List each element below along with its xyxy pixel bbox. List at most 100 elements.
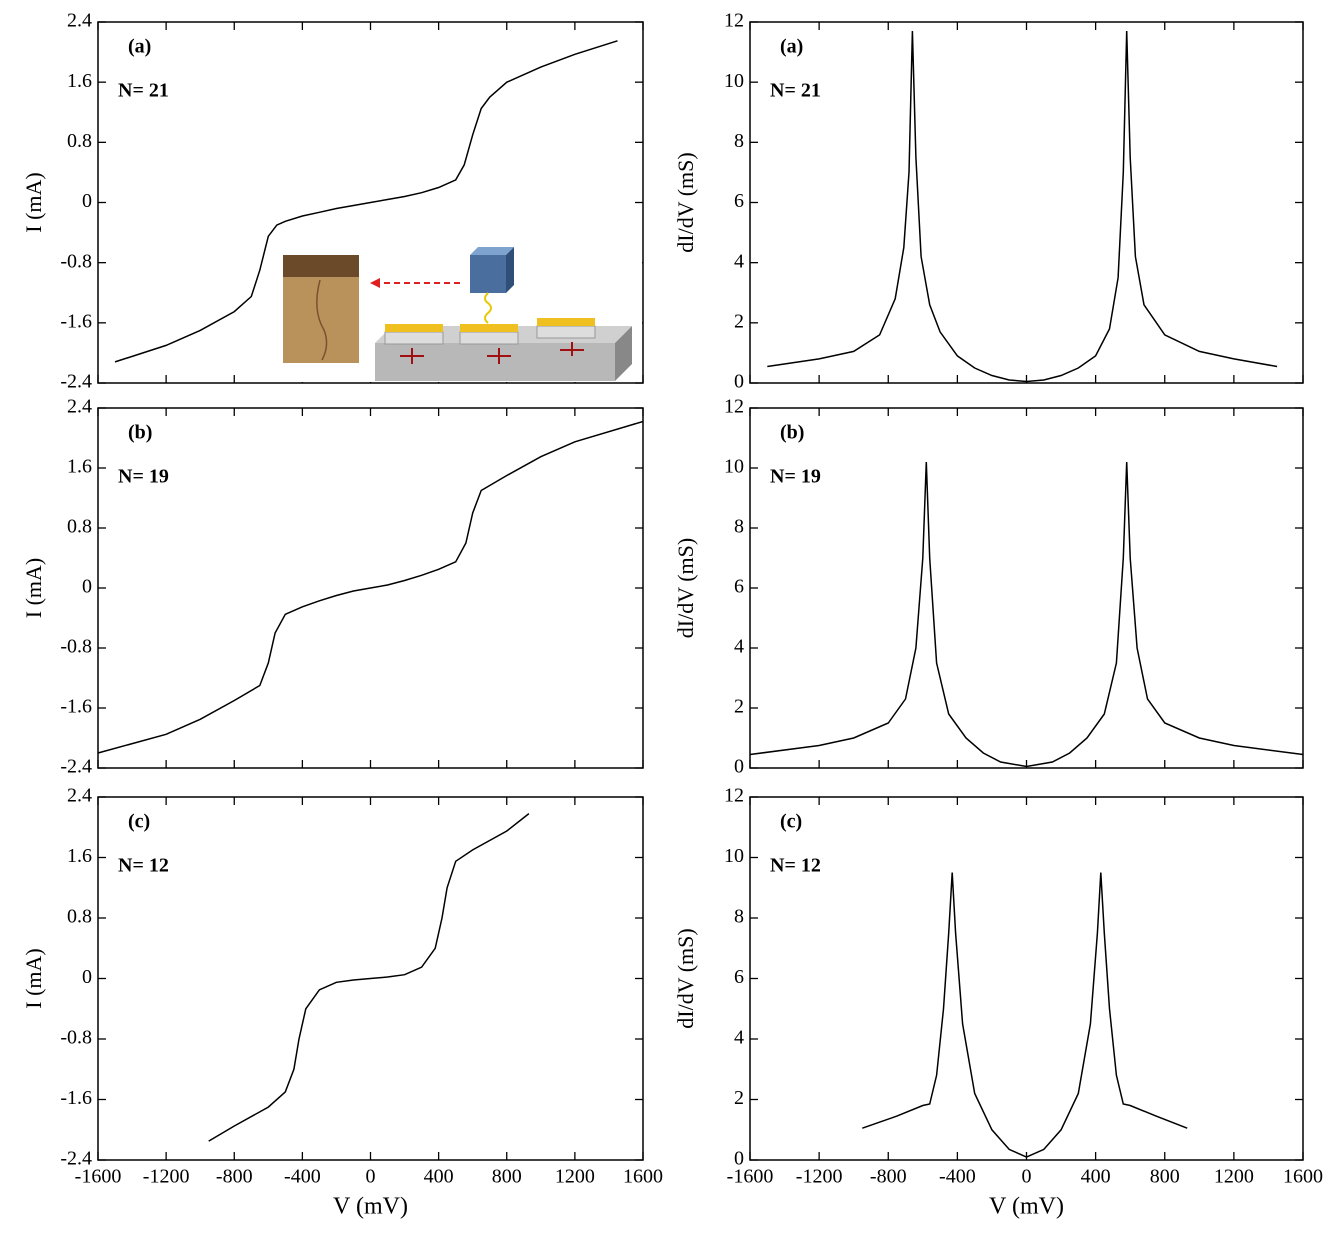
data-line (767, 30, 1278, 383)
x-tick-label: 800 (492, 1166, 522, 1188)
y-tick-label: -2.4 (60, 1148, 92, 1170)
y-tick-label: 0 (82, 190, 92, 212)
inset-electrode (385, 324, 443, 332)
x-tick-label: -400 (939, 1166, 976, 1188)
inset-probe (470, 255, 506, 293)
inset-wire (484, 292, 492, 324)
plot-frame (97, 407, 644, 769)
y-tick-label: 10 (724, 845, 744, 867)
y-tick-label: 0.8 (67, 130, 92, 152)
x-tick-label: -1200 (143, 1166, 190, 1188)
y-tick-label: -0.8 (60, 250, 92, 272)
y-tick-label: 12 (724, 396, 744, 418)
inset-probe-side (506, 247, 514, 293)
y-tick-label: 0 (734, 1148, 744, 1170)
y-tick-label: 1.6 (67, 70, 92, 92)
y-tick-label: 0 (734, 371, 744, 393)
inset-photo-wire (316, 279, 328, 361)
y-tick-label: -2.4 (60, 756, 92, 778)
y-tick-label: 0.8 (67, 516, 92, 538)
x-axis-label: V (mV) (989, 1194, 1064, 1220)
y-tick-label: -1.6 (60, 310, 92, 332)
y-tick-label: 1.6 (67, 845, 92, 867)
n-label: N= 12 (770, 855, 821, 877)
panel-label: (a) (128, 36, 151, 58)
inset-electrode (460, 324, 518, 332)
y-tick-label: 2 (734, 310, 744, 332)
inset-mesa (459, 331, 519, 345)
y-tick-label: 8 (734, 130, 744, 152)
n-label: N= 12 (118, 855, 169, 877)
data-line (114, 40, 618, 363)
inset-current-arrows (400, 342, 584, 364)
y-tick-label: 6 (734, 190, 744, 212)
y-axis-label: I (mA) (21, 948, 46, 1008)
inset-photo-tip (283, 255, 359, 277)
x-tick-label: -1200 (796, 1166, 843, 1188)
data-line (208, 813, 530, 1142)
plot-frame (97, 21, 644, 384)
inset-electrode (537, 318, 595, 326)
x-tick-label: 400 (424, 1166, 454, 1188)
inset-mesa (536, 325, 596, 339)
panels: -2.4 -1.6 -0.8 0 0.8 1.6 2.4 I (mA) (a) N= 21 0 2 4 6… (21, 10, 1323, 1220)
n-label: N= 19 (770, 466, 821, 488)
y-tick-label: 1.6 (67, 456, 92, 478)
y-tick-label: 0 (82, 576, 92, 598)
y-tick-label: 4 (734, 636, 744, 658)
y-tick-label: 8 (734, 516, 744, 538)
n-label: N= 21 (770, 80, 821, 102)
x-tick-label: 1600 (1283, 1166, 1323, 1188)
y-axis-label: I (mA) (21, 172, 46, 232)
x-tick-label: -1600 (727, 1166, 774, 1188)
plot-frame (749, 21, 1304, 384)
y-tick-label: 4 (734, 250, 744, 272)
inset-arrowhead (370, 278, 380, 288)
y-tick-label: 2 (734, 1087, 744, 1109)
x-tick-label: 400 (1081, 1166, 1111, 1188)
y-tick-label: -2.4 (60, 371, 92, 393)
plot-frame (97, 796, 644, 1161)
y-tick-label: -0.8 (60, 636, 92, 658)
x-tick-label: -400 (284, 1166, 321, 1188)
x-tick-label: 1600 (623, 1166, 663, 1188)
inset (280, 232, 642, 382)
y-tick-label: -1.6 (60, 696, 92, 718)
plot-frame (749, 796, 1304, 1161)
y-tick-label: 4 (734, 1027, 744, 1049)
n-label: N= 19 (118, 466, 169, 488)
x-tick-label: -1600 (75, 1166, 122, 1188)
plot-frame (749, 407, 1304, 769)
x-tick-label: 0 (366, 1166, 376, 1188)
x-tick-label: -800 (870, 1166, 907, 1188)
data-line (97, 420, 644, 754)
x-tick-label: 1200 (555, 1166, 595, 1188)
panel-label: (b) (128, 422, 152, 444)
y-tick-label: 6 (734, 576, 744, 598)
x-tick-label: 800 (1150, 1166, 1180, 1188)
x-tick-label: 0 (1022, 1166, 1032, 1188)
y-tick-label: 8 (734, 906, 744, 928)
y-tick-label: 6 (734, 966, 744, 988)
panel-label: (a) (780, 36, 803, 58)
y-axis-label: dI/dV (mS) (673, 152, 698, 252)
y-tick-label: 2.4 (67, 10, 92, 32)
y-axis-label: I (mA) (21, 558, 46, 618)
y-axis-label: dI/dV (mS) (673, 538, 698, 638)
y-axis-label: dI/dV (mS) (673, 928, 698, 1028)
panel-label: (c) (780, 811, 802, 833)
x-tick-label: 1200 (1214, 1166, 1254, 1188)
inset-mesa (384, 331, 444, 345)
y-tick-label: 10 (724, 70, 744, 92)
y-tick-label: 10 (724, 456, 744, 478)
inset-probe-top (470, 247, 514, 255)
inset-substrate-side (615, 326, 632, 381)
n-label: N= 21 (118, 80, 169, 102)
y-tick-label: 0.8 (67, 906, 92, 928)
x-axis-label: V (mV) (333, 1194, 408, 1220)
panel-label: (b) (780, 422, 804, 444)
y-tick-label: 2.4 (67, 396, 92, 418)
y-tick-label: 12 (724, 10, 744, 32)
y-tick-label: 2 (734, 696, 744, 718)
